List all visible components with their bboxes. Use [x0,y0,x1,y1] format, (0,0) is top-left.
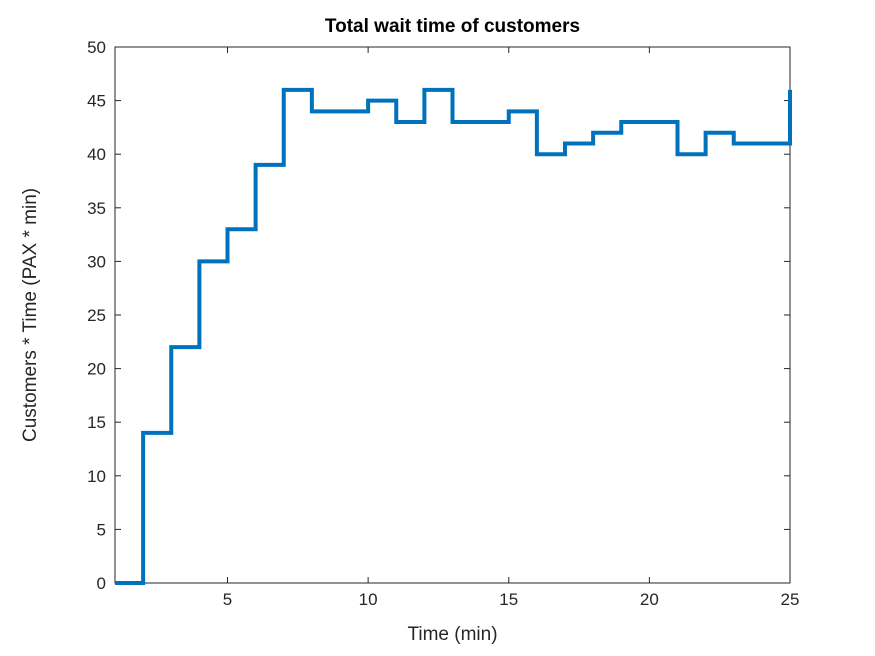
y-tick-label: 20 [87,360,106,379]
y-tick-label: 5 [97,520,106,539]
y-tick-label: 30 [87,252,106,271]
x-tick-label: 15 [499,590,518,609]
x-axis-label: Time (min) [407,624,498,645]
x-tick-label: 10 [359,590,378,609]
x-tick-label: 25 [781,590,800,609]
y-tick-label: 45 [87,92,106,111]
y-tick-label: 50 [87,38,106,57]
x-tick-label: 5 [223,590,232,609]
y-tick-label: 40 [87,145,106,164]
stairs-series-line [115,87,792,585]
y-tick-label: 35 [87,199,106,218]
x-tick-label: 20 [640,590,659,609]
y-tick-label: 25 [87,306,106,325]
y-tick-label: 10 [87,467,106,486]
y-tick-label: 15 [87,413,106,432]
y-tick-label: 0 [97,574,106,593]
plot-box [114,46,791,584]
chart-title: Total wait time of customers [324,16,581,37]
